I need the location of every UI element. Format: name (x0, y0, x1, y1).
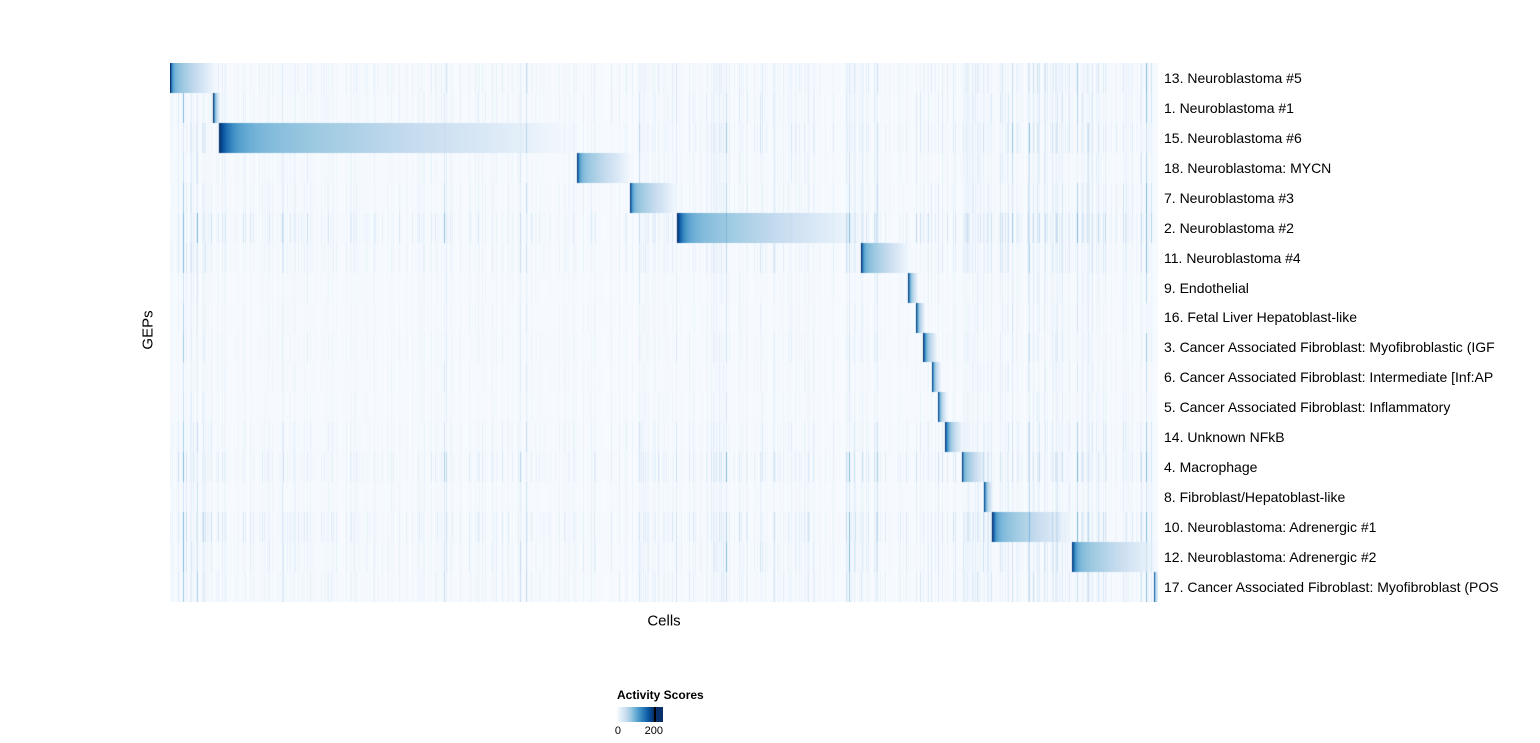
row-label: 4. Macrophage (1164, 459, 1258, 476)
row-label: 7. Neuroblastoma #3 (1164, 189, 1294, 206)
row-label: 2. Neuroblastoma #2 (1164, 219, 1294, 236)
row-label: 16. Fetal Liver Hepatoblast-like (1164, 309, 1357, 326)
legend-gradient-bar (617, 707, 663, 722)
row-label: 9. Endothelial (1164, 279, 1249, 296)
colorbar-legend: Activity Scores 0 200 (614, 688, 747, 738)
row-label: 5. Cancer Associated Fibroblast: Inflamm… (1164, 399, 1451, 416)
row-labels: 13. Neuroblastoma #5 1. Neuroblastoma #1 1… (1164, 63, 1540, 602)
row-label: 10. Neuroblastoma: Adrenergic #1 (1164, 519, 1377, 536)
legend-tick-mark (653, 707, 656, 722)
row-label: 13. Neuroblastoma #5 (1164, 69, 1302, 86)
row-label: 3. Cancer Associated Fibroblast: Myofibr… (1164, 339, 1495, 356)
row-label: 14. Unknown NFkB (1164, 429, 1285, 446)
y-axis-label: GEPs (139, 310, 157, 350)
row-label: 18. Neuroblastoma: MYCN (1164, 159, 1332, 176)
row-label: 8. Fibroblast/Hepatoblast-like (1164, 489, 1346, 506)
row-label: 12. Neuroblastoma: Adrenergic #2 (1164, 548, 1377, 565)
legend-tick-labels: 0 200 (614, 725, 663, 738)
row-label: 15. Neuroblastoma #6 (1164, 129, 1302, 146)
legend-max-label: 200 (644, 725, 663, 737)
row-label: 6. Cancer Associated Fibroblast: Interme… (1164, 369, 1494, 386)
x-axis-label: Cells (647, 612, 681, 630)
row-label: 17. Cancer Associated Fibroblast: Myofib… (1164, 578, 1499, 595)
legend-min-label: 0 (614, 725, 621, 737)
heatmap-canvas (170, 63, 1158, 602)
legend-title: Activity Scores (617, 688, 704, 702)
row-label: 11. Neuroblastoma #4 (1164, 249, 1301, 266)
row-label: 1. Neuroblastoma #1 (1164, 99, 1294, 116)
